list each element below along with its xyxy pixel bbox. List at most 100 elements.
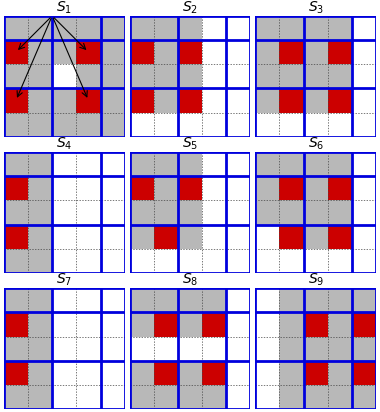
Title: $\mathit{S}_{9}$: $\mathit{S}_{9}$: [307, 272, 324, 288]
Bar: [304, 337, 328, 361]
Bar: [328, 40, 352, 64]
Bar: [279, 385, 304, 409]
Bar: [154, 225, 178, 249]
Bar: [328, 89, 352, 112]
Bar: [178, 312, 202, 337]
Bar: [304, 225, 328, 249]
Bar: [178, 225, 202, 249]
Bar: [101, 152, 125, 176]
Bar: [304, 249, 328, 273]
Bar: [154, 361, 178, 385]
Bar: [255, 16, 279, 40]
Bar: [255, 112, 279, 137]
Bar: [304, 361, 328, 385]
Title: $\mathit{S}_{2}$: $\mathit{S}_{2}$: [182, 0, 198, 16]
Bar: [76, 337, 101, 361]
Bar: [76, 225, 101, 249]
Bar: [178, 385, 202, 409]
Bar: [4, 312, 28, 337]
Bar: [255, 249, 279, 273]
Bar: [226, 312, 250, 337]
Bar: [130, 16, 154, 40]
Bar: [202, 40, 226, 64]
Bar: [28, 64, 52, 89]
Bar: [154, 40, 178, 64]
Bar: [202, 200, 226, 225]
Bar: [279, 40, 304, 64]
Bar: [328, 249, 352, 273]
Bar: [202, 152, 226, 176]
Bar: [279, 152, 304, 176]
Bar: [178, 200, 202, 225]
Bar: [154, 89, 178, 112]
Bar: [328, 225, 352, 249]
Bar: [76, 288, 101, 312]
Bar: [304, 16, 328, 40]
Bar: [76, 200, 101, 225]
Bar: [28, 225, 52, 249]
Bar: [279, 312, 304, 337]
Bar: [328, 361, 352, 385]
Bar: [154, 337, 178, 361]
Bar: [52, 64, 76, 89]
Bar: [28, 385, 52, 409]
Bar: [202, 89, 226, 112]
Bar: [52, 40, 76, 64]
Bar: [154, 312, 178, 337]
Bar: [130, 249, 154, 273]
Bar: [178, 176, 202, 200]
Bar: [255, 361, 279, 385]
Bar: [202, 249, 226, 273]
Bar: [130, 89, 154, 112]
Title: $\mathit{S}_{7}$: $\mathit{S}_{7}$: [56, 272, 72, 288]
Bar: [226, 337, 250, 361]
Bar: [304, 288, 328, 312]
Bar: [202, 312, 226, 337]
Bar: [304, 176, 328, 200]
Bar: [52, 89, 76, 112]
Bar: [130, 288, 154, 312]
Bar: [4, 152, 28, 176]
Bar: [279, 225, 304, 249]
Bar: [101, 361, 125, 385]
Bar: [304, 152, 328, 176]
Bar: [328, 337, 352, 361]
Title: $\mathit{S}_{8}$: $\mathit{S}_{8}$: [182, 272, 198, 288]
Bar: [101, 249, 125, 273]
Bar: [279, 288, 304, 312]
Bar: [352, 200, 376, 225]
Bar: [226, 40, 250, 64]
Bar: [202, 64, 226, 89]
Bar: [101, 64, 125, 89]
Bar: [154, 112, 178, 137]
Bar: [352, 249, 376, 273]
Bar: [202, 112, 226, 137]
Bar: [328, 16, 352, 40]
Bar: [101, 312, 125, 337]
Bar: [52, 176, 76, 200]
Bar: [328, 385, 352, 409]
Bar: [202, 361, 226, 385]
Bar: [352, 152, 376, 176]
Bar: [52, 385, 76, 409]
Bar: [255, 89, 279, 112]
Bar: [76, 40, 101, 64]
Title: $\mathit{S}_{3}$: $\mathit{S}_{3}$: [308, 0, 324, 16]
Bar: [304, 89, 328, 112]
Bar: [328, 288, 352, 312]
Bar: [255, 337, 279, 361]
Bar: [352, 312, 376, 337]
Bar: [4, 64, 28, 89]
Bar: [304, 112, 328, 137]
Bar: [304, 200, 328, 225]
Bar: [279, 337, 304, 361]
Bar: [130, 40, 154, 64]
Bar: [4, 361, 28, 385]
Bar: [279, 16, 304, 40]
Bar: [101, 112, 125, 137]
Bar: [328, 176, 352, 200]
Bar: [4, 249, 28, 273]
Bar: [28, 112, 52, 137]
Bar: [130, 152, 154, 176]
Bar: [202, 385, 226, 409]
